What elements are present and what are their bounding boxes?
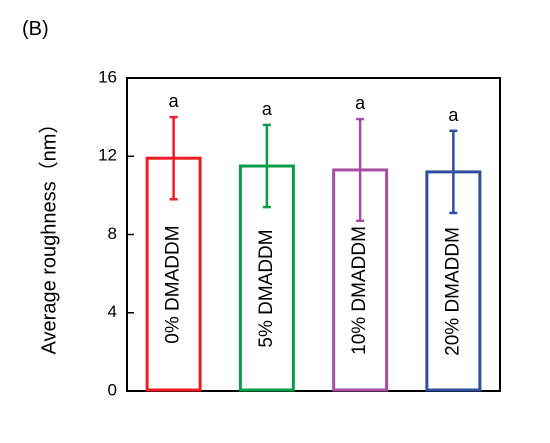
y-axis-label: Average roughness（nm） [37,114,60,355]
y-tick-label: 8 [108,224,117,243]
significance-label: a [355,93,366,113]
y-axis: 0 4 8 12 16 [98,67,134,399]
category-label: 0% DMADDM [163,225,184,343]
bars: a 0% DMADDM a 5% DMADDM a 10% DMADDM a 20% DMAD… [145,91,482,392]
y-tick-label: 16 [98,67,117,86]
significance-label: a [169,91,180,111]
significance-label: a [448,105,459,125]
category-label: 5% DMADDM [256,229,277,347]
category-label: 10% DMADDM [349,226,370,355]
y-tick-label: 12 [98,146,117,165]
significance-label: a [262,99,273,119]
y-tick-label: 0 [108,380,117,399]
category-label: 20% DMADDM [442,227,463,356]
y-tick-label: 4 [108,302,117,321]
panel-label: (B) [22,18,49,40]
